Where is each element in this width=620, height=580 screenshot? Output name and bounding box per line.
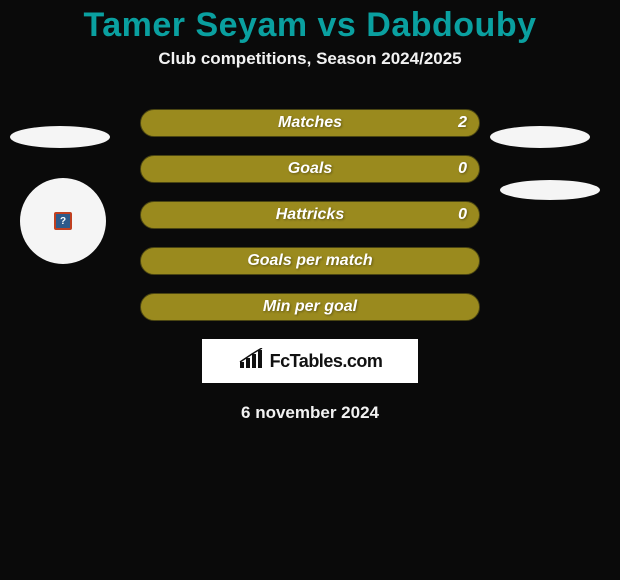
stat-value: 0: [458, 206, 467, 224]
footer-date: 6 november 2024: [0, 403, 620, 423]
stat-row: Goals per match: [0, 247, 620, 275]
stat-bar: Goals per match: [140, 247, 480, 275]
stat-bar: Matches2: [140, 109, 480, 137]
stat-value: 0: [458, 160, 467, 178]
comparison-rows: Matches2Goals0Hattricks0Goals per matchM…: [0, 109, 620, 321]
stat-label: Goals: [141, 160, 479, 178]
stat-bar: Goals0: [140, 155, 480, 183]
brand-box: FcTables.com: [202, 339, 418, 383]
page-title: Tamer Seyam vs Dabdouby: [0, 0, 620, 45]
stat-label: Hattricks: [141, 206, 479, 224]
stat-row: Min per goal: [0, 293, 620, 321]
stat-label: Min per goal: [141, 298, 479, 316]
stat-row: Goals0: [0, 155, 620, 183]
brand-bars-icon: [238, 348, 264, 375]
page-subtitle: Club competitions, Season 2024/2025: [0, 49, 620, 69]
stat-row: Hattricks0: [0, 201, 620, 229]
stat-row: Matches2: [0, 109, 620, 137]
stat-bar: Hattricks0: [140, 201, 480, 229]
stat-bar: Min per goal: [140, 293, 480, 321]
stat-value: 2: [458, 114, 467, 132]
stat-label: Goals per match: [141, 252, 479, 270]
stat-label: Matches: [141, 114, 479, 132]
brand-text: FcTables.com: [270, 351, 383, 372]
